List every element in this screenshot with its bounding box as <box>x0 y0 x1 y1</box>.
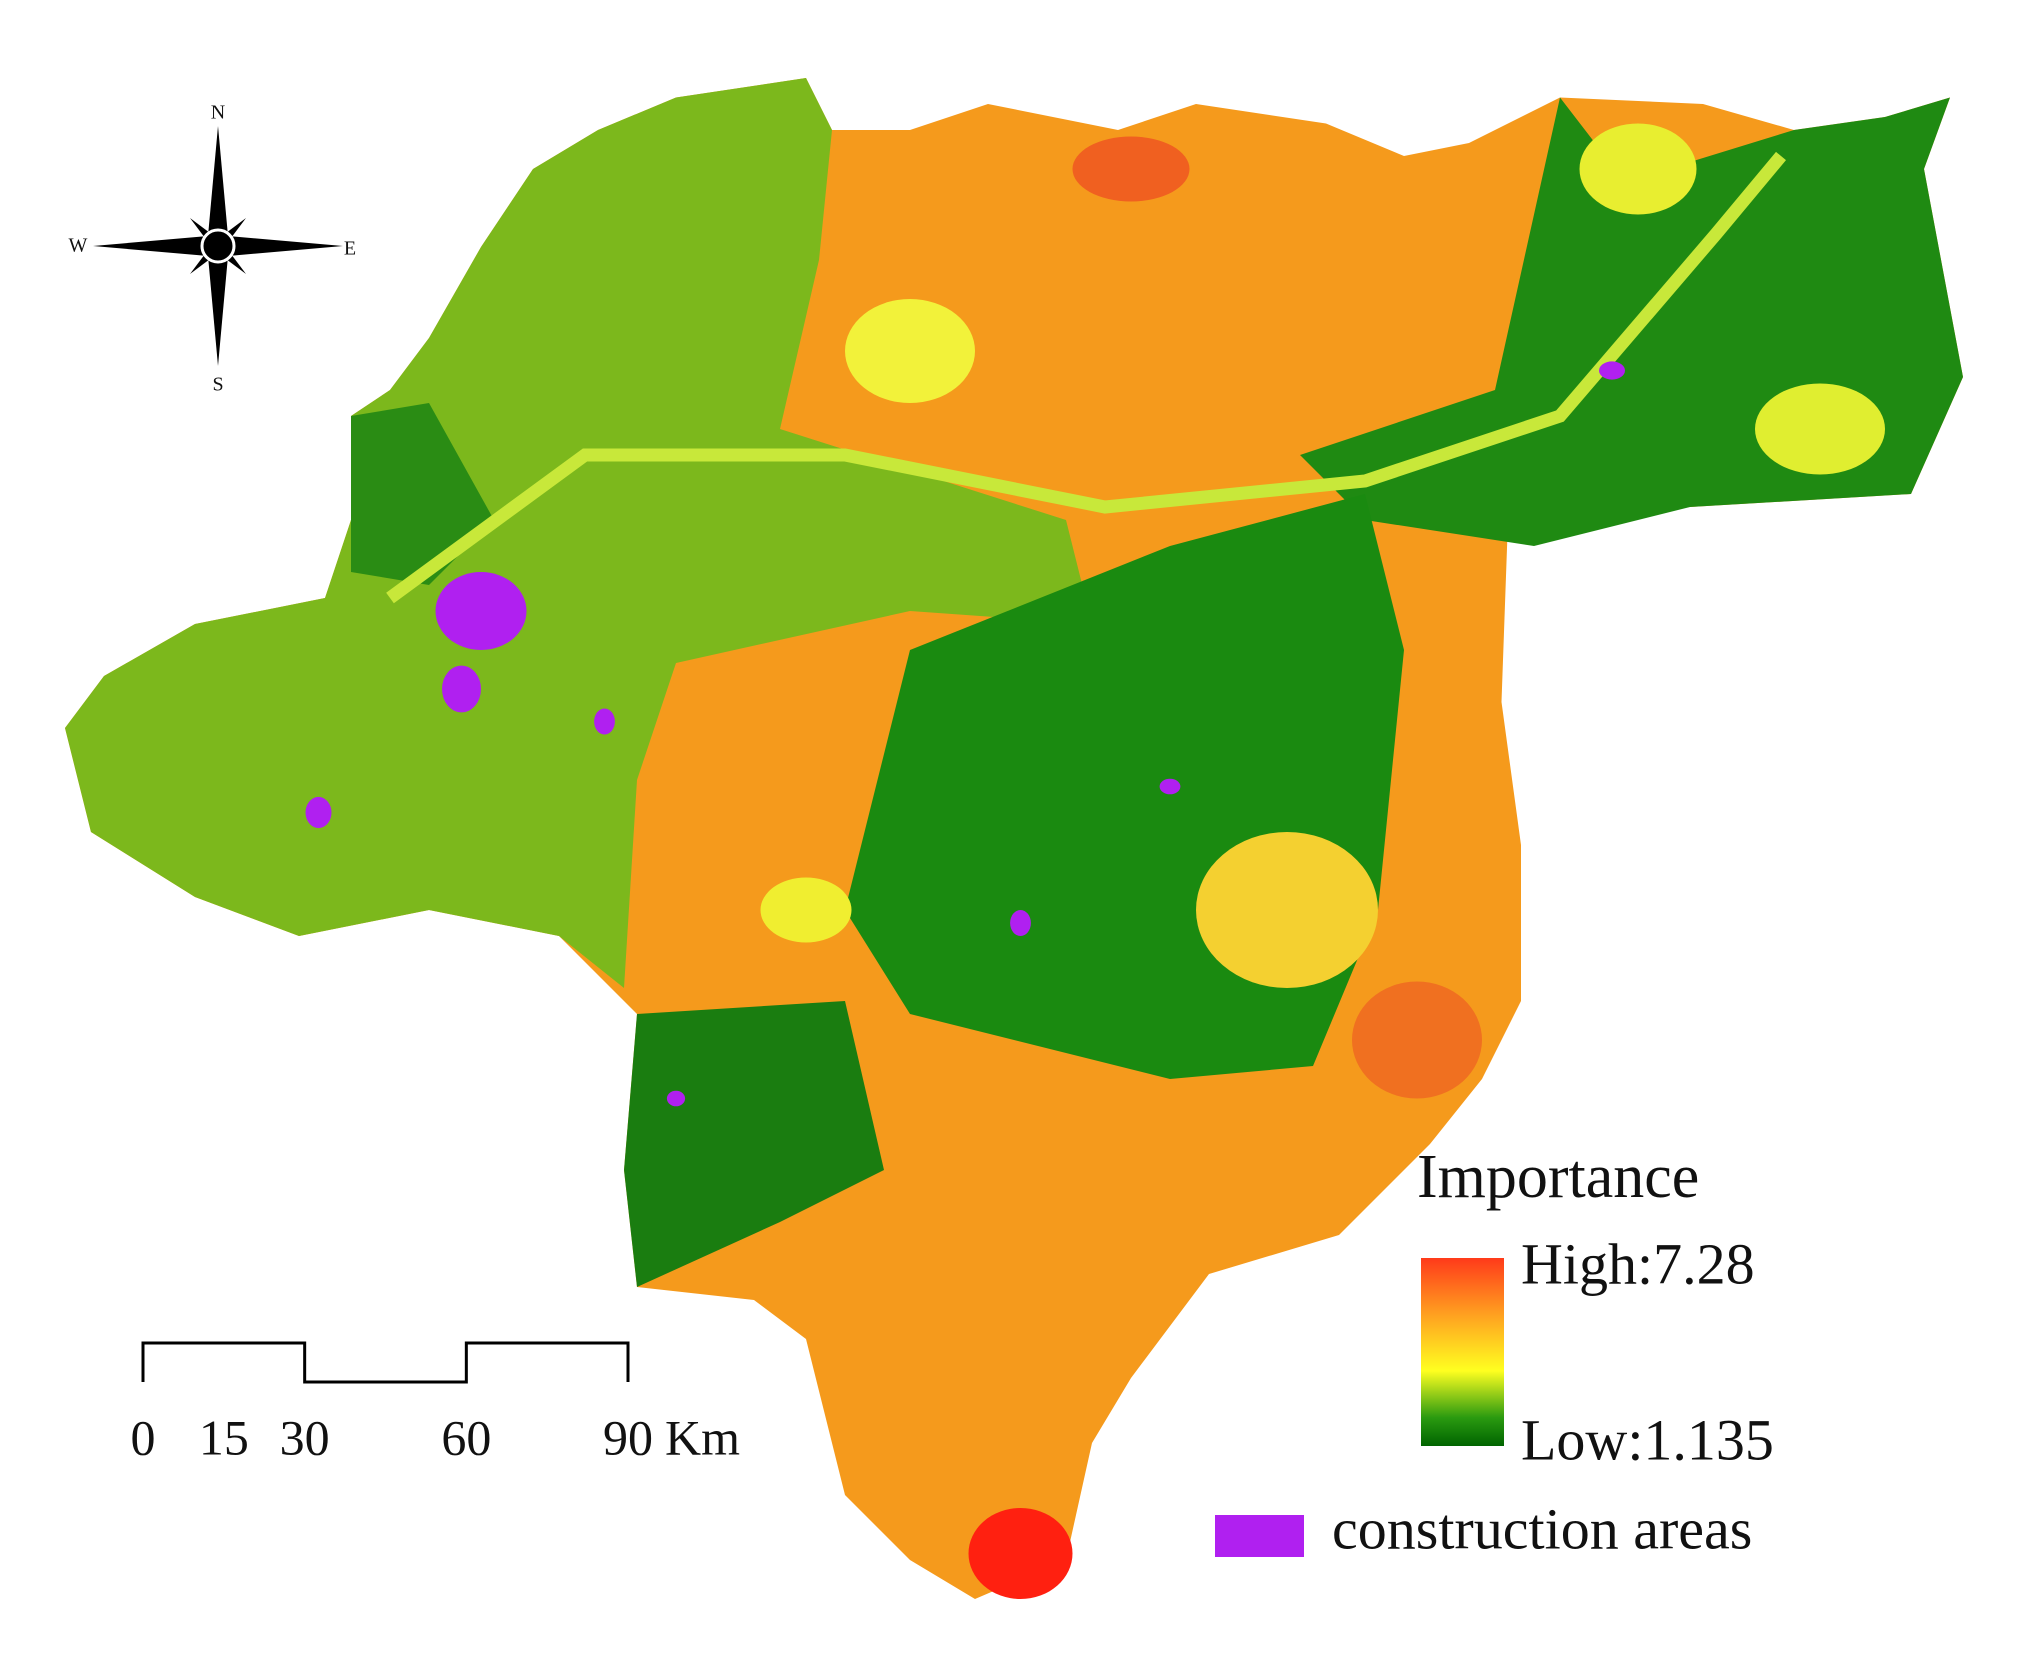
compass-label: W <box>69 235 88 257</box>
compass-ring <box>200 228 236 264</box>
compass-arrow <box>218 236 343 256</box>
compass <box>93 126 343 366</box>
legend-low: Low:1.135 <box>1521 1407 1774 1472</box>
scale-label: 60 <box>441 1409 491 1465</box>
scale-unit: Km <box>665 1409 740 1465</box>
compass-label: E <box>344 238 356 260</box>
compass-label: N <box>211 102 225 124</box>
construction-area <box>305 796 332 829</box>
scale-label: 90 <box>603 1409 653 1465</box>
patch-yellow <box>1754 383 1885 475</box>
map-area <box>65 78 1963 1599</box>
scale-label: 15 <box>199 1409 249 1465</box>
scale-label: 0 <box>131 1409 156 1465</box>
river <box>386 151 1786 604</box>
patch-red <box>1072 136 1190 202</box>
legend-swatch <box>1215 1515 1304 1557</box>
legend-high: High:7.28 <box>1521 1231 1755 1296</box>
region-green-west <box>65 78 1092 988</box>
region-dark-green-nw <box>351 403 494 585</box>
compass-arrow <box>208 246 228 366</box>
construction-area <box>666 1090 686 1107</box>
construction-area <box>1010 909 1031 936</box>
patch-yellow <box>1196 832 1378 988</box>
construction-area <box>441 665 481 713</box>
legend-construction: construction areas <box>1332 1496 1752 1561</box>
compass-arrow <box>208 126 228 246</box>
scale-label: 30 <box>280 1409 330 1465</box>
construction-area <box>1599 361 1625 380</box>
scale-bar: 0 15 30 60 90 Km <box>131 1341 740 1465</box>
patch-yellow <box>1579 123 1697 215</box>
construction-area <box>1159 778 1181 795</box>
patch-yellow <box>760 877 852 943</box>
legend-title: Importance <box>1417 1143 1699 1211</box>
patch-red <box>1352 981 1482 1099</box>
construction-area <box>594 708 615 735</box>
region-dark-green-sw <box>624 1000 884 1287</box>
construction-area <box>435 572 527 650</box>
scale-line <box>141 1341 630 1384</box>
compass-arrow <box>93 236 218 256</box>
compass-label: S <box>212 374 223 396</box>
patch-yellow <box>844 299 975 403</box>
legend-gradient <box>1421 1258 1504 1446</box>
patch-red <box>968 1508 1073 1599</box>
